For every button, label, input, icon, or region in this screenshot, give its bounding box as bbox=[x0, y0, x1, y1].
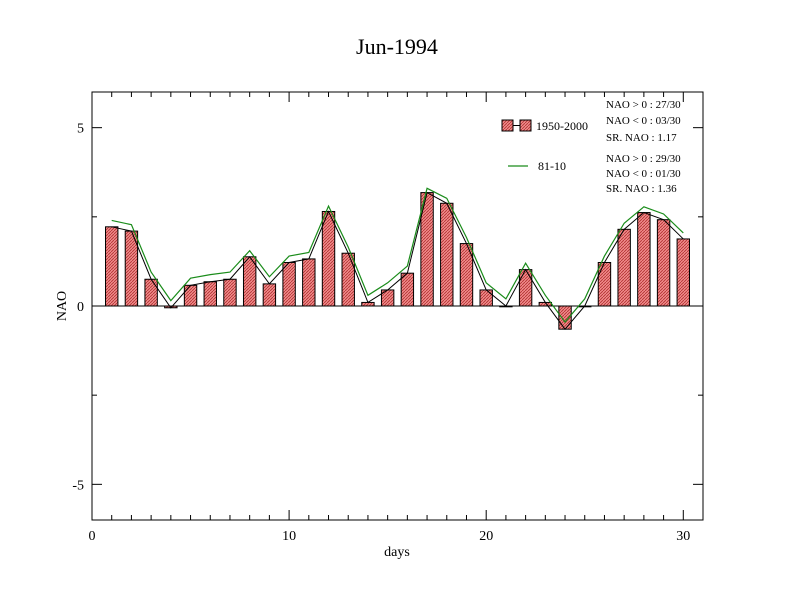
bar-day-16 bbox=[400, 272, 415, 307]
bar-day-30 bbox=[676, 238, 690, 307]
x-axis-ticks: 0 10 20 30 bbox=[89, 92, 704, 544]
bar-day-20 bbox=[479, 289, 493, 307]
legend-swatch-1950-2000-a bbox=[501, 119, 514, 132]
bar-day-27 bbox=[617, 228, 631, 307]
legend-label-1950-2000: 1950-2000 bbox=[536, 119, 588, 133]
bar-series-1950-2000 bbox=[105, 191, 690, 330]
stat-set1-negative: NAO < 0 : 03/30 bbox=[606, 115, 681, 127]
bar-day-9 bbox=[262, 283, 277, 307]
x-tick-label-20: 20 bbox=[479, 529, 493, 544]
stats-annotations: NAO > 0 : 27/30 NAO < 0 : 03/30 SR. NAO … bbox=[606, 99, 681, 195]
line-81-10-path bbox=[111, 187, 684, 324]
stat-set1-sr: SR. NAO : 1.17 bbox=[606, 132, 677, 144]
y-tick-label-0: 0 bbox=[77, 300, 84, 315]
chart-title: Jun-1994 bbox=[356, 34, 438, 59]
bar-day-18 bbox=[440, 202, 454, 307]
bar-day-8 bbox=[242, 256, 257, 307]
bar-day-28 bbox=[637, 212, 651, 307]
bar-day-5 bbox=[183, 284, 198, 307]
bar-day-10 bbox=[282, 261, 296, 307]
bar-day-6 bbox=[203, 281, 217, 307]
legend-label-81-10: 81-10 bbox=[538, 159, 566, 173]
stat-set1-positive: NAO > 0 : 27/30 bbox=[606, 99, 681, 111]
x-tick-label-0: 0 bbox=[89, 529, 96, 544]
bar-day-3 bbox=[144, 278, 158, 307]
x-tick-label-30: 30 bbox=[676, 529, 690, 544]
x-tick-label-10: 10 bbox=[282, 529, 296, 544]
bar-day-12 bbox=[321, 210, 336, 307]
bar-day-29 bbox=[656, 219, 671, 307]
y-axis-label: NAO bbox=[55, 291, 70, 321]
stat-set2-positive: NAO > 0 : 29/30 bbox=[606, 153, 681, 165]
legend: 1950-2000 81-10 bbox=[501, 119, 588, 173]
y-axis-ticks: -5 0 5 bbox=[72, 122, 703, 493]
bar-day-22 bbox=[518, 269, 533, 307]
bar-day-26 bbox=[597, 261, 612, 307]
legend-swatch-1950-2000-b bbox=[519, 119, 532, 132]
stat-set2-negative: NAO < 0 : 01/30 bbox=[606, 168, 681, 180]
bar-day-1 bbox=[105, 226, 119, 307]
y-tick-label--5: -5 bbox=[72, 478, 84, 493]
bar-series-outline bbox=[111, 191, 684, 330]
stat-set2-sr: SR. NAO : 1.36 bbox=[606, 183, 677, 195]
bar-day-7 bbox=[223, 278, 237, 307]
bar-day-11 bbox=[302, 258, 316, 307]
bar-day-13 bbox=[341, 252, 355, 307]
y-tick-label-5: 5 bbox=[77, 122, 84, 137]
x-axis-label: days bbox=[384, 545, 410, 560]
line-series-81-10 bbox=[111, 187, 684, 324]
